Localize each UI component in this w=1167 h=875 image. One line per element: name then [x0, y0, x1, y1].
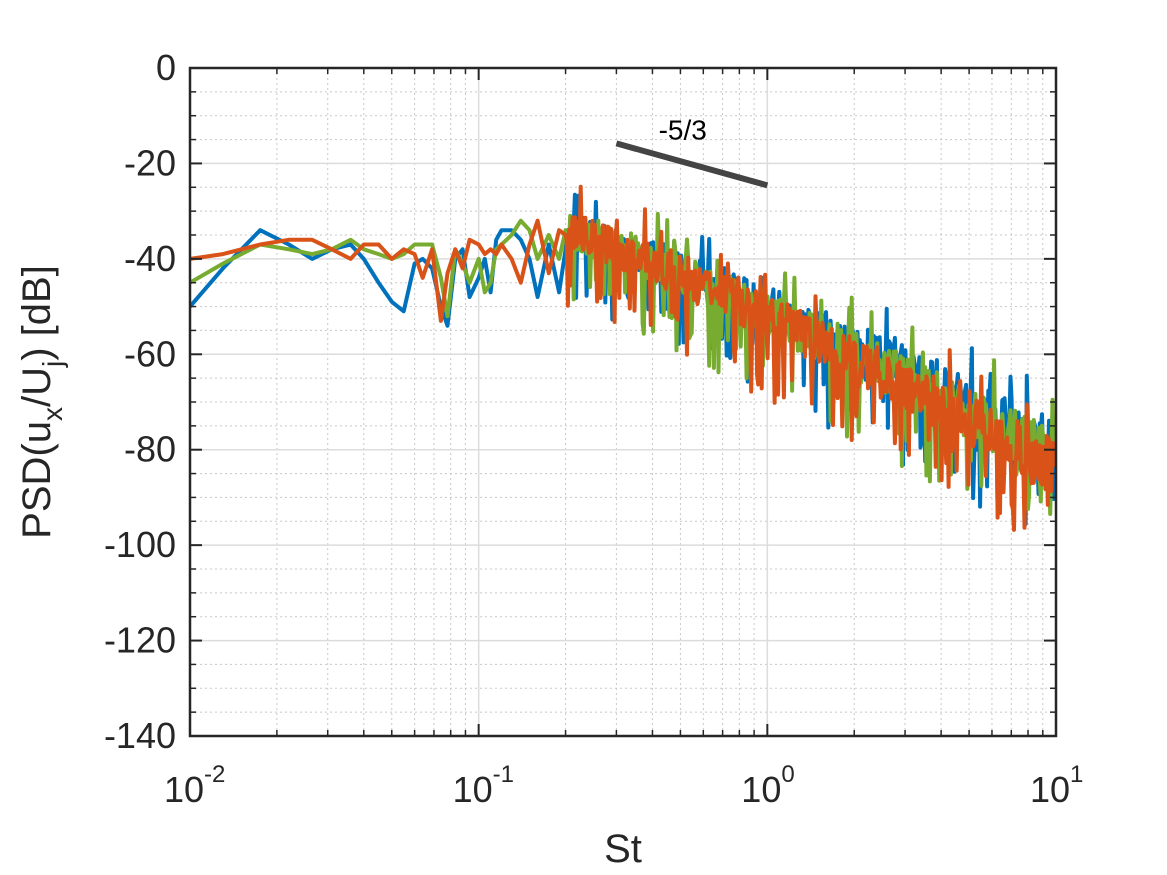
y-axis-label: PSD(ux/Uj) [dB]	[15, 265, 68, 539]
x-tick-base: 10	[453, 769, 493, 810]
x-tick-base: 10	[164, 769, 204, 810]
x-tick-base: 10	[741, 769, 781, 810]
y-tick-label: -100	[104, 524, 176, 565]
slope-label: -5/3	[659, 115, 707, 146]
y-tick-label: 0	[156, 47, 176, 88]
series-group	[190, 184, 1056, 532]
x-tick-exponent: 1	[1070, 761, 1083, 788]
series-line-3	[190, 184, 1056, 532]
x-tick-exponent: -2	[204, 761, 225, 788]
x-tick-label: 10 1	[1030, 761, 1083, 810]
y-tick-label: -120	[104, 620, 176, 661]
x-tick-exponent: -1	[493, 761, 514, 788]
y-tick-label: -60	[124, 333, 176, 374]
y-tick-label: -20	[124, 142, 176, 183]
y-tick-label: -140	[104, 715, 176, 756]
annotation-group: -5/3	[615, 115, 769, 189]
x-tick-label: 10 -2	[164, 761, 225, 810]
x-tick-exponent: 0	[781, 761, 794, 788]
x-tick-base: 10	[1030, 769, 1070, 810]
slope-reference-line	[615, 140, 769, 189]
x-tick-label: 10 0	[741, 761, 794, 810]
x-tick-labels: 10 -2 10 -1 10 0 10 1	[164, 761, 1083, 810]
tick-marks	[189, 67, 1057, 737]
x-axis-label: St	[604, 827, 642, 871]
x-tick-label: 10 -1	[453, 761, 514, 810]
y-tick-label: -80	[124, 429, 176, 470]
y-tick-label: -40	[124, 238, 176, 279]
y-tick-labels: 0 -20 -40 -60 -80 -100 -120 -140	[104, 47, 176, 756]
